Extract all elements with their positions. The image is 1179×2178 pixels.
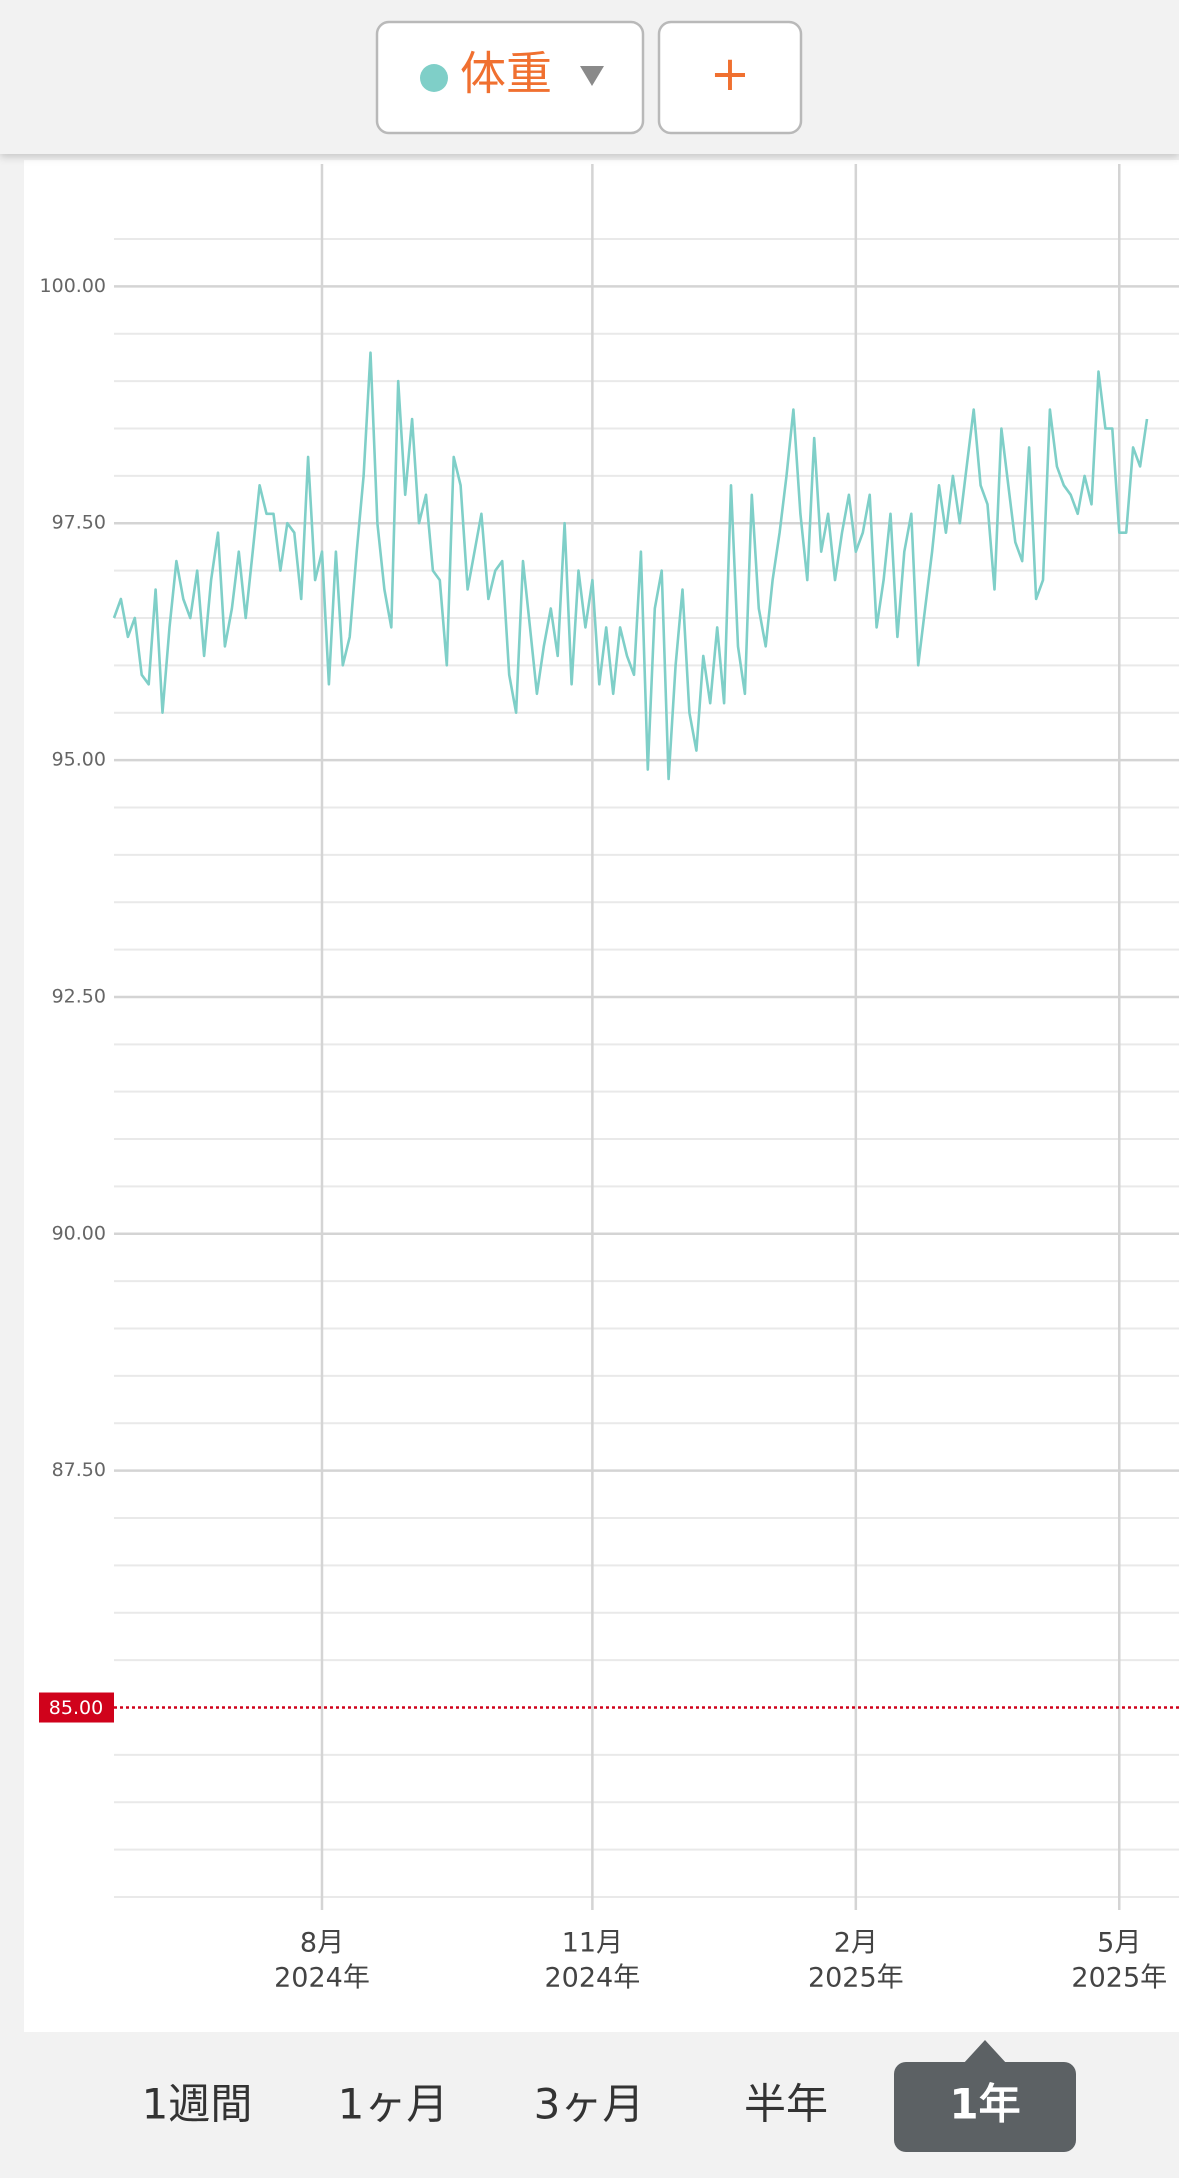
weight-line bbox=[112, 351, 1149, 781]
target-label: 85.00 bbox=[49, 1697, 103, 1719]
series-dot bbox=[420, 64, 448, 92]
y-tick-label: 90.00 bbox=[52, 1222, 106, 1244]
x-tick-label: 11月 bbox=[562, 1928, 623, 1959]
add-label: + bbox=[710, 46, 750, 102]
y-tick-label: 100.00 bbox=[40, 275, 106, 297]
y-tick-label: 95.00 bbox=[52, 749, 106, 771]
period-tab[interactable]: 1年 bbox=[894, 2040, 1076, 2152]
add-entry[interactable]: + bbox=[657, 20, 803, 135]
dropdown-arrow bbox=[580, 66, 604, 86]
add-button[interactable] bbox=[657, 20, 803, 135]
period-tab-label: 1ヶ月 bbox=[338, 2080, 449, 2129]
selector-label: 体重 bbox=[460, 47, 552, 101]
x-tick-label: 2月 bbox=[834, 1928, 878, 1959]
x-tick-label: 5月 bbox=[1097, 1928, 1141, 1959]
selector-button[interactable] bbox=[375, 20, 645, 135]
period-tab-label: 1年 bbox=[949, 2080, 1020, 2129]
selected-tab-bg bbox=[894, 2062, 1076, 2152]
period-tab[interactable]: 1週間 bbox=[142, 2080, 253, 2129]
period-tab[interactable]: 3ヶ月 bbox=[534, 2080, 645, 2129]
period-tab-label: 半年 bbox=[744, 2080, 828, 2129]
x-tick-label: 2025年 bbox=[1071, 1963, 1167, 1994]
target-badge bbox=[39, 1692, 114, 1723]
x-tick-label: 2024年 bbox=[274, 1963, 370, 1994]
period-tab-label: 3ヶ月 bbox=[534, 2080, 645, 2129]
y-tick-label: 92.50 bbox=[52, 985, 106, 1007]
x-tick-label: 2025年 bbox=[808, 1963, 904, 1994]
y-tick-label: 87.50 bbox=[52, 1459, 106, 1481]
period-tab-label: 1週間 bbox=[142, 2080, 253, 2129]
x-tick-label: 2024年 bbox=[545, 1963, 641, 1994]
metric-selector[interactable]: 体重 bbox=[375, 20, 645, 135]
y-tick-label: 97.50 bbox=[52, 512, 106, 534]
period-tab[interactable]: 1ヶ月 bbox=[338, 2080, 449, 2129]
selected-tab-pointer bbox=[963, 2040, 1007, 2064]
chart-panel bbox=[24, 160, 1179, 2032]
period-tab[interactable]: 半年 bbox=[744, 2080, 828, 2129]
x-tick-label: 8月 bbox=[300, 1928, 344, 1959]
